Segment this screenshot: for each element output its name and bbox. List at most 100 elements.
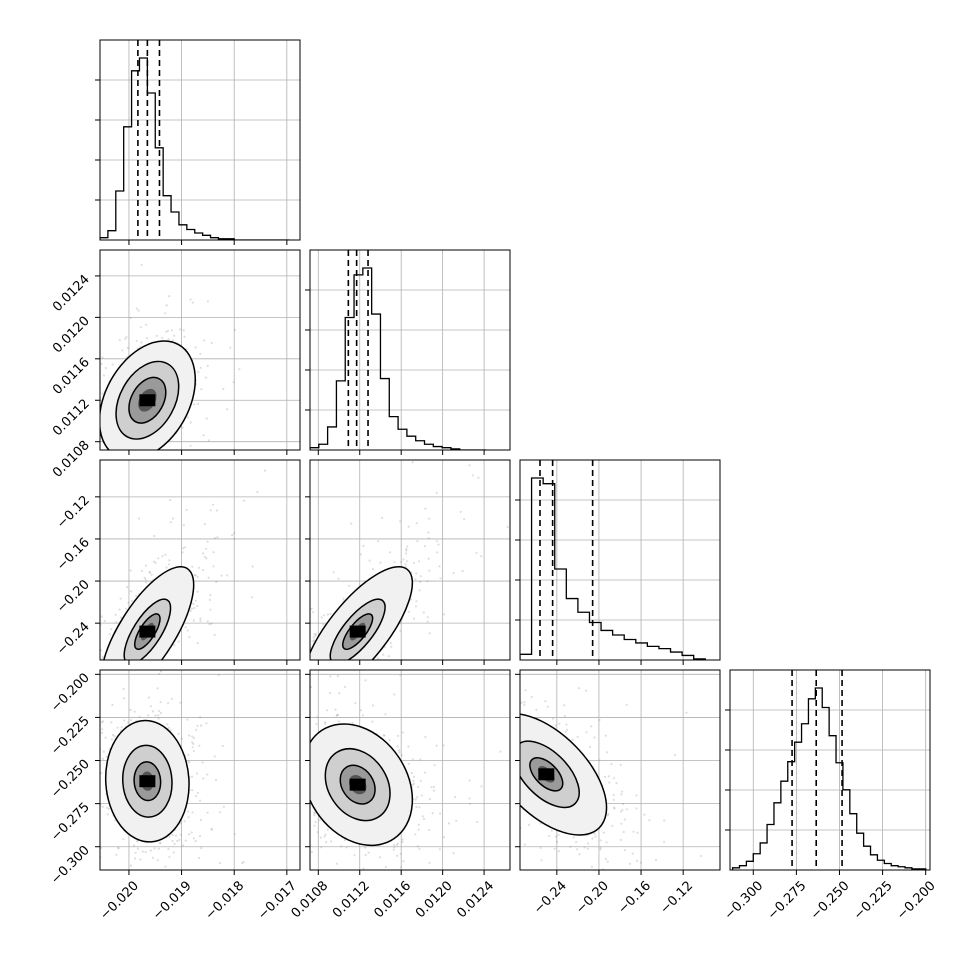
- sample-point: [171, 517, 175, 520]
- sample-point: [101, 356, 104, 359]
- sample-point: [93, 693, 95, 695]
- sample-point: [523, 843, 527, 846]
- sample-point: [157, 714, 160, 717]
- sample-point: [377, 657, 380, 660]
- sample-point: [428, 828, 431, 832]
- sample-point: [301, 792, 303, 794]
- sample-point: [183, 335, 186, 338]
- sample-point: [328, 665, 330, 667]
- sample-point: [422, 818, 426, 821]
- sample-point: [371, 704, 375, 707]
- sample-point: [307, 829, 309, 831]
- sample-point: [215, 580, 218, 584]
- sample-point: [164, 553, 167, 556]
- sample-point: [183, 663, 185, 665]
- sample-point: [135, 662, 137, 664]
- sample-point: [148, 661, 150, 663]
- sample-point: [404, 565, 407, 568]
- sample-point: [336, 675, 339, 678]
- sample-point: [384, 865, 387, 869]
- sample-point: [336, 713, 339, 717]
- sample-point: [418, 589, 421, 592]
- sample-point: [324, 833, 327, 836]
- sample-point: [438, 848, 441, 851]
- sample-point: [506, 525, 509, 529]
- sample-point: [222, 387, 225, 391]
- sample-point: [41, 488, 43, 490]
- sample-point: [417, 823, 420, 826]
- sample-point: [179, 701, 182, 704]
- sample-point: [155, 334, 158, 337]
- sample-point: [110, 666, 112, 668]
- sample-point: [156, 687, 159, 690]
- sample-point: [182, 547, 185, 550]
- sample-point: [170, 458, 172, 460]
- sample-point: [135, 339, 138, 342]
- sample-point: [396, 745, 399, 748]
- sample-point: [413, 617, 416, 620]
- sample-point: [553, 847, 556, 850]
- sample-point: [335, 862, 338, 865]
- sample-point: [129, 569, 132, 572]
- sample-point: [159, 670, 163, 673]
- sample-point: [101, 720, 105, 723]
- sample-point: [226, 408, 229, 411]
- sample-point: [90, 421, 92, 423]
- sample-point: [192, 837, 195, 840]
- sample-point: [144, 564, 147, 567]
- sample-point: [191, 746, 194, 749]
- sample-point: [173, 334, 176, 337]
- sample-point: [100, 721, 103, 724]
- sample-point: [101, 392, 104, 395]
- sample-point: [166, 329, 169, 333]
- sample-point: [176, 839, 179, 843]
- sample-point: [447, 822, 451, 825]
- sample-point: [407, 610, 410, 613]
- sample-point: [432, 785, 436, 788]
- sample-point: [116, 663, 118, 665]
- sample-point: [220, 574, 223, 577]
- sample-point: [210, 341, 213, 344]
- sample-point: [345, 662, 347, 664]
- sample-point: [229, 346, 232, 349]
- sample-point: [437, 543, 440, 546]
- sample-point: [306, 753, 308, 755]
- sample-point: [304, 661, 306, 663]
- sample-point: [202, 434, 205, 437]
- sample-point: [387, 655, 390, 658]
- sample-point: [625, 703, 628, 706]
- sample-point: [338, 692, 341, 695]
- sample-point: [97, 695, 99, 697]
- sample-point: [411, 461, 414, 464]
- sample-point: [172, 851, 175, 854]
- sample-point: [187, 668, 189, 670]
- sample-point: [161, 555, 164, 558]
- sample-point: [199, 619, 202, 623]
- sample-point: [172, 665, 174, 667]
- contour-line: [339, 764, 376, 805]
- sample-point: [215, 778, 218, 782]
- sample-point: [515, 744, 517, 746]
- sample-point: [238, 368, 241, 371]
- sample-point: [69, 797, 71, 799]
- sample-point: [520, 701, 523, 704]
- sample-point: [153, 534, 156, 538]
- sample-point: [206, 773, 209, 776]
- sample-point: [207, 576, 210, 579]
- sample-point: [168, 835, 171, 838]
- sample-point: [312, 640, 315, 643]
- contour-line: [128, 376, 167, 424]
- sample-point: [194, 574, 197, 577]
- sample-point: [566, 728, 569, 732]
- sample-point: [398, 751, 401, 754]
- sample-point: [343, 668, 345, 670]
- sample-point: [161, 661, 163, 663]
- sample-point: [199, 352, 202, 355]
- sample-point: [201, 761, 204, 764]
- sample-point: [427, 537, 430, 540]
- sample-point: [404, 562, 407, 566]
- sample-point: [443, 613, 446, 616]
- sample-point: [136, 847, 139, 850]
- sample-point: [515, 676, 517, 678]
- sample-point: [417, 828, 420, 832]
